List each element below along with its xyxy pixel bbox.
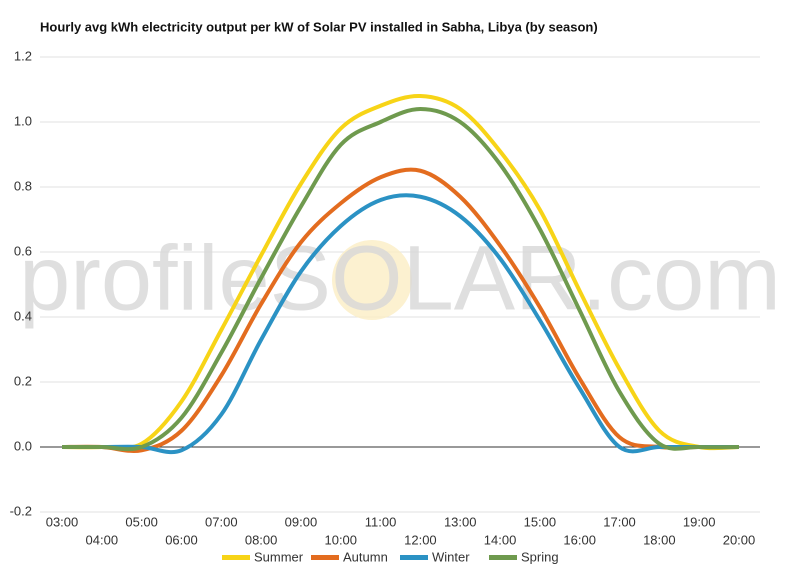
legend-swatch	[400, 555, 428, 560]
x-tick-label: 16:00	[563, 532, 596, 547]
series-line	[61, 93, 740, 451]
x-tick-label: 06:00	[165, 532, 198, 547]
x-tick-label: 18:00	[643, 532, 676, 547]
grid	[40, 56, 760, 513]
x-tick-label: 17:00	[603, 514, 636, 529]
x-tick-label: 08:00	[245, 532, 278, 547]
x-tick-label: 09:00	[285, 514, 318, 529]
y-tick-label: 0.4	[14, 308, 32, 323]
x-tick-label: 05:00	[125, 514, 158, 529]
y-tick-label: 1.2	[14, 48, 32, 63]
legend-label: Winter	[432, 549, 470, 564]
x-tick-label: 04:00	[86, 532, 119, 547]
legend-label: Summer	[254, 549, 304, 564]
x-tick-label: 03:00	[46, 514, 79, 529]
watermark: profileSOLAR.com	[19, 227, 781, 329]
y-tick-label: 1.0	[14, 113, 32, 128]
legend-label: Autumn	[343, 549, 388, 564]
y-tick-label: 0.0	[14, 438, 32, 453]
series-line	[62, 107, 740, 452]
watermark-sun	[332, 240, 412, 320]
x-tick-label: 10:00	[324, 532, 357, 547]
chart-title: Hourly avg kWh electricity output per kW…	[40, 19, 598, 34]
legend-swatch	[222, 555, 250, 560]
x-tick-label: 14:00	[484, 532, 517, 547]
y-tick-label: 0.6	[14, 243, 32, 258]
x-tick-label: 15:00	[524, 514, 557, 529]
series-line	[61, 167, 739, 453]
x-tick-label: 20:00	[723, 532, 756, 547]
y-tick-label: 0.2	[14, 373, 32, 388]
legend-swatch	[311, 555, 339, 560]
legend-label: Spring	[521, 549, 559, 564]
x-tick-label: 12:00	[404, 532, 437, 547]
x-tick-label: 11:00	[365, 514, 397, 529]
y-tick-label: 0.8	[14, 178, 32, 193]
x-tick-label: 13:00	[444, 514, 477, 529]
y-tick-label: -0.2	[10, 503, 32, 518]
series-line	[62, 193, 739, 455]
x-tick-label: 07:00	[205, 514, 238, 529]
legend-swatch	[489, 555, 517, 560]
x-tick-label: 19:00	[683, 514, 716, 529]
